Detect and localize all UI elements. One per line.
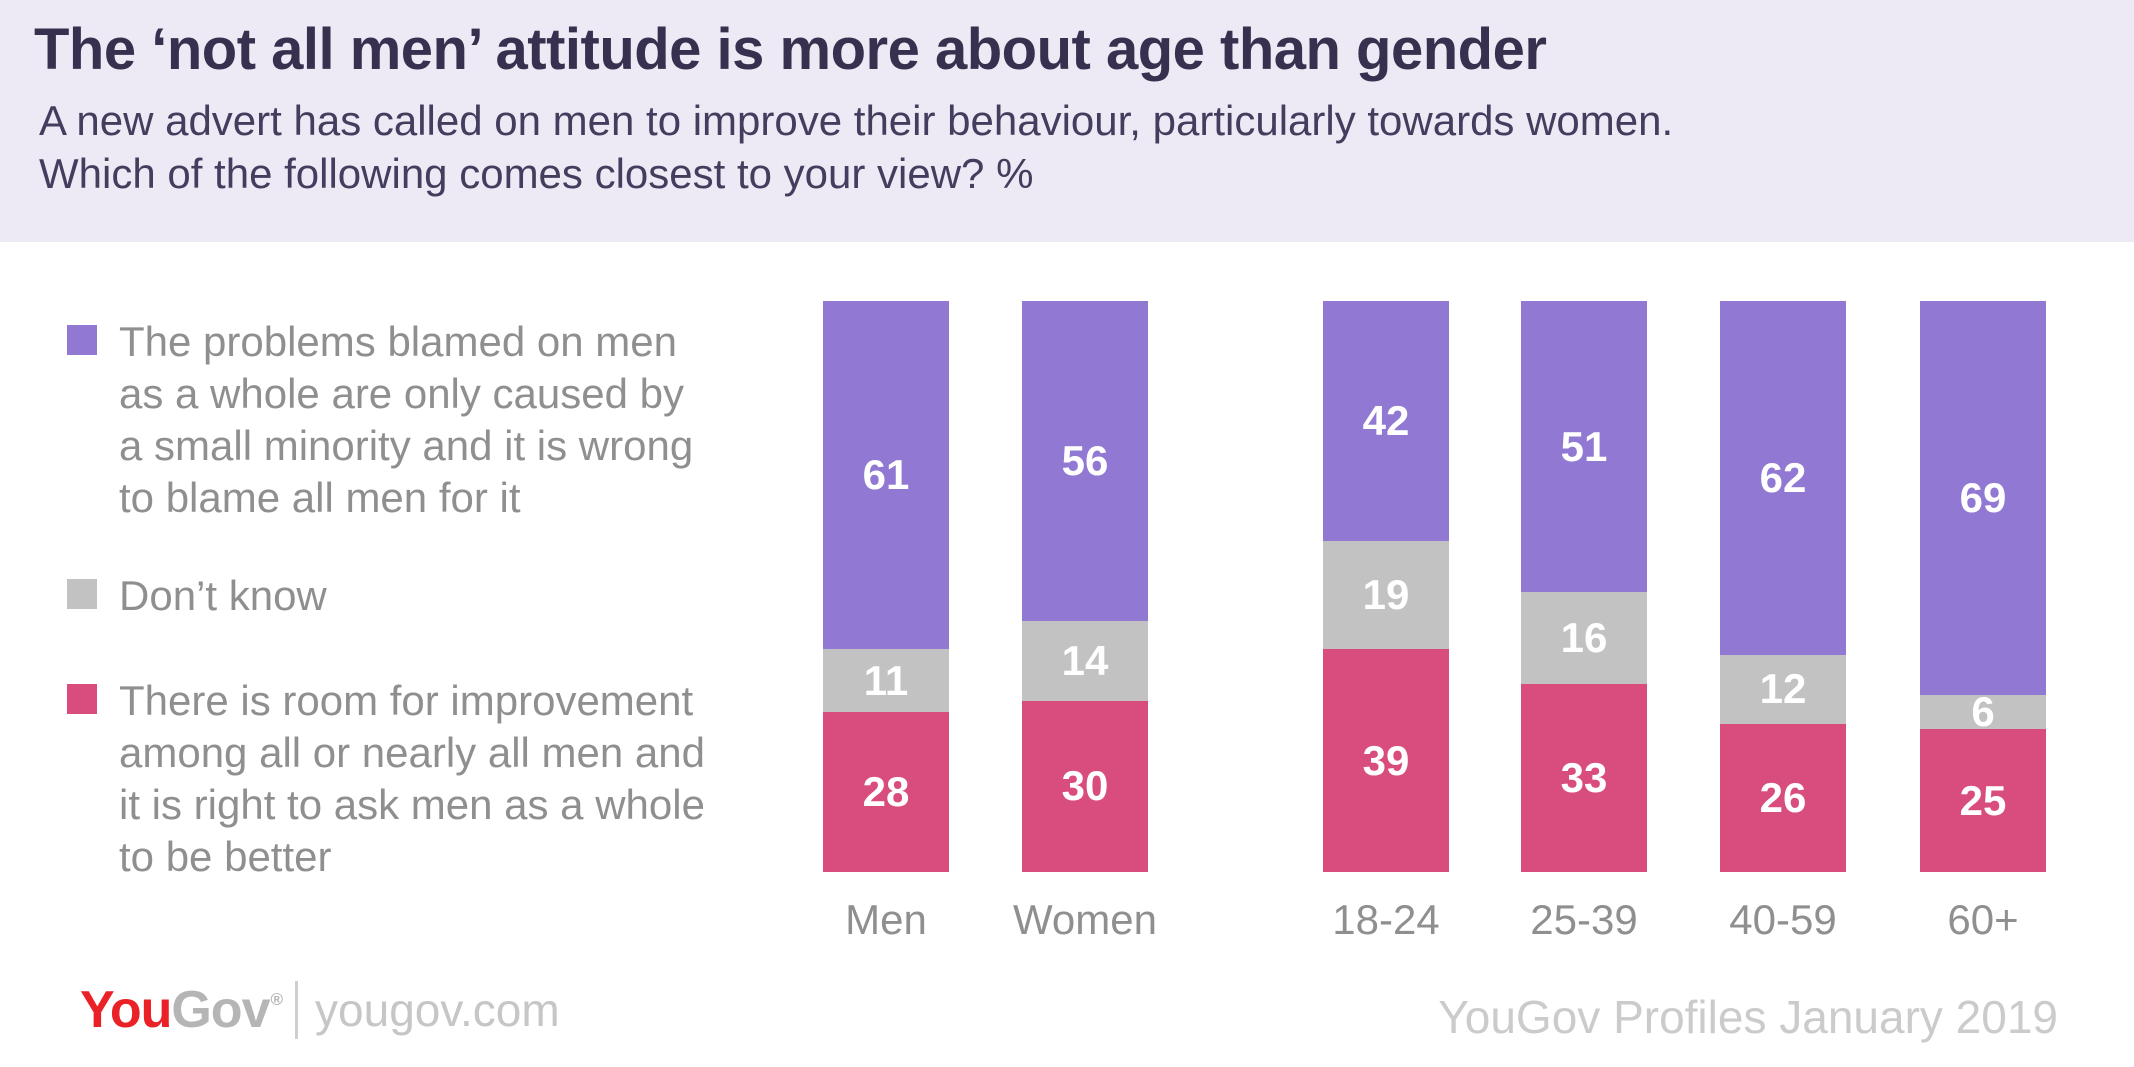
page-title: The ‘not all men’ attitude is more about… — [34, 17, 1547, 82]
legend-item: Don’t know — [67, 570, 787, 622]
bar-column-40-59: 62 12 26 — [1720, 301, 1846, 872]
logo-gov: Gov — [171, 981, 270, 1039]
bar-segment: 28 — [823, 712, 949, 872]
legend-item: There is room for improvement among all o… — [67, 675, 787, 883]
segment-value-label: 56 — [1061, 436, 1109, 484]
category-label: 40-59 — [1729, 896, 1837, 943]
bar-column-women: 56 14 30 — [1022, 301, 1148, 872]
bar-segment: 51 — [1521, 301, 1647, 593]
segment-value-label: 28 — [862, 768, 910, 816]
bar-segment: 69 — [1920, 301, 2046, 695]
segment-value-label: 30 — [1061, 762, 1109, 810]
source-caption: YouGov Profiles January 2019 — [1438, 991, 2058, 1043]
bar-segment: 33 — [1521, 683, 1647, 872]
yougov-logo: YouGov® yougov.com — [80, 980, 560, 1040]
segment-value-label: 11 — [863, 656, 909, 704]
bar-column-60-: 69 6 25 — [1920, 301, 2046, 872]
legend-swatch-icon — [67, 684, 97, 714]
legend-item-label: Don’t know — [119, 572, 327, 619]
bar-column-18-24: 42 19 39 — [1323, 301, 1449, 872]
bar-segment: 25 — [1920, 729, 2046, 872]
bar-segment: 12 — [1720, 655, 1846, 724]
subtitle-line-1: A new advert has called on men to improv… — [39, 97, 1674, 144]
segment-value-label: 16 — [1560, 613, 1608, 661]
segment-value-label: 62 — [1759, 454, 1807, 501]
header-band: The ‘not all men’ attitude is more about… — [0, 0, 2134, 242]
legend-item: The problems blamed on men as a whole are… — [67, 316, 787, 524]
registered-mark-icon: ® — [270, 990, 283, 1009]
segment-value-label: 33 — [1560, 753, 1608, 801]
segment-value-label: 12 — [1759, 665, 1807, 713]
yougov-logo-text: YouGov® — [80, 980, 283, 1040]
segment-value-label: 25 — [1959, 776, 2007, 824]
bar-segment: 14 — [1022, 620, 1148, 701]
subtitle: A new advert has called on men to improv… — [39, 94, 1673, 200]
category-label: 60+ — [1947, 896, 2019, 943]
bar-segment: 6 — [1920, 688, 2046, 735]
logo-divider — [295, 981, 299, 1039]
bar-segment: 56 — [1022, 301, 1148, 621]
category-label: 18-24 — [1332, 896, 1440, 943]
segment-value-label: 26 — [1759, 773, 1807, 821]
legend: The problems blamed on men as a whole are… — [67, 316, 787, 883]
segment-value-label: 14 — [1061, 636, 1109, 684]
legend-swatch-icon — [67, 579, 97, 609]
bar-segment: 19 — [1323, 540, 1449, 650]
bar-segment: 62 — [1720, 301, 1846, 656]
logo-you: You — [80, 981, 172, 1039]
segment-value-label: 42 — [1362, 396, 1410, 444]
bar-segment: 11 — [823, 649, 949, 713]
category-label: Men — [845, 896, 927, 943]
bar-column-25-39: 51 16 33 — [1521, 301, 1647, 872]
bar-segment: 30 — [1022, 700, 1148, 872]
bar-segment: 61 — [823, 301, 949, 650]
bar-segment: 16 — [1521, 592, 1647, 684]
category-label: 25-39 — [1530, 896, 1638, 943]
bar-column-men: 61 11 28 — [823, 301, 949, 872]
bar-segment: 42 — [1323, 301, 1449, 541]
yougov-url: yougov.com — [315, 984, 560, 1036]
segment-value-label: 19 — [1362, 571, 1410, 619]
bar-segment: 26 — [1720, 723, 1846, 872]
segment-value-label: 51 — [1560, 422, 1608, 470]
segment-value-label: 69 — [1959, 473, 2007, 521]
subtitle-line-2: Which of the following comes closest to … — [39, 150, 1034, 197]
legend-item-label: There is room for improvement among all o… — [119, 677, 705, 880]
legend-item-label: The problems blamed on men as a whole are… — [119, 318, 694, 521]
segment-value-label: 61 — [862, 451, 910, 499]
segment-value-label: 6 — [1971, 688, 1995, 736]
category-label: Women — [1013, 896, 1157, 943]
segment-value-label: 39 — [1362, 736, 1410, 784]
legend-swatch-icon — [67, 325, 97, 355]
bar-segment: 39 — [1323, 649, 1449, 872]
